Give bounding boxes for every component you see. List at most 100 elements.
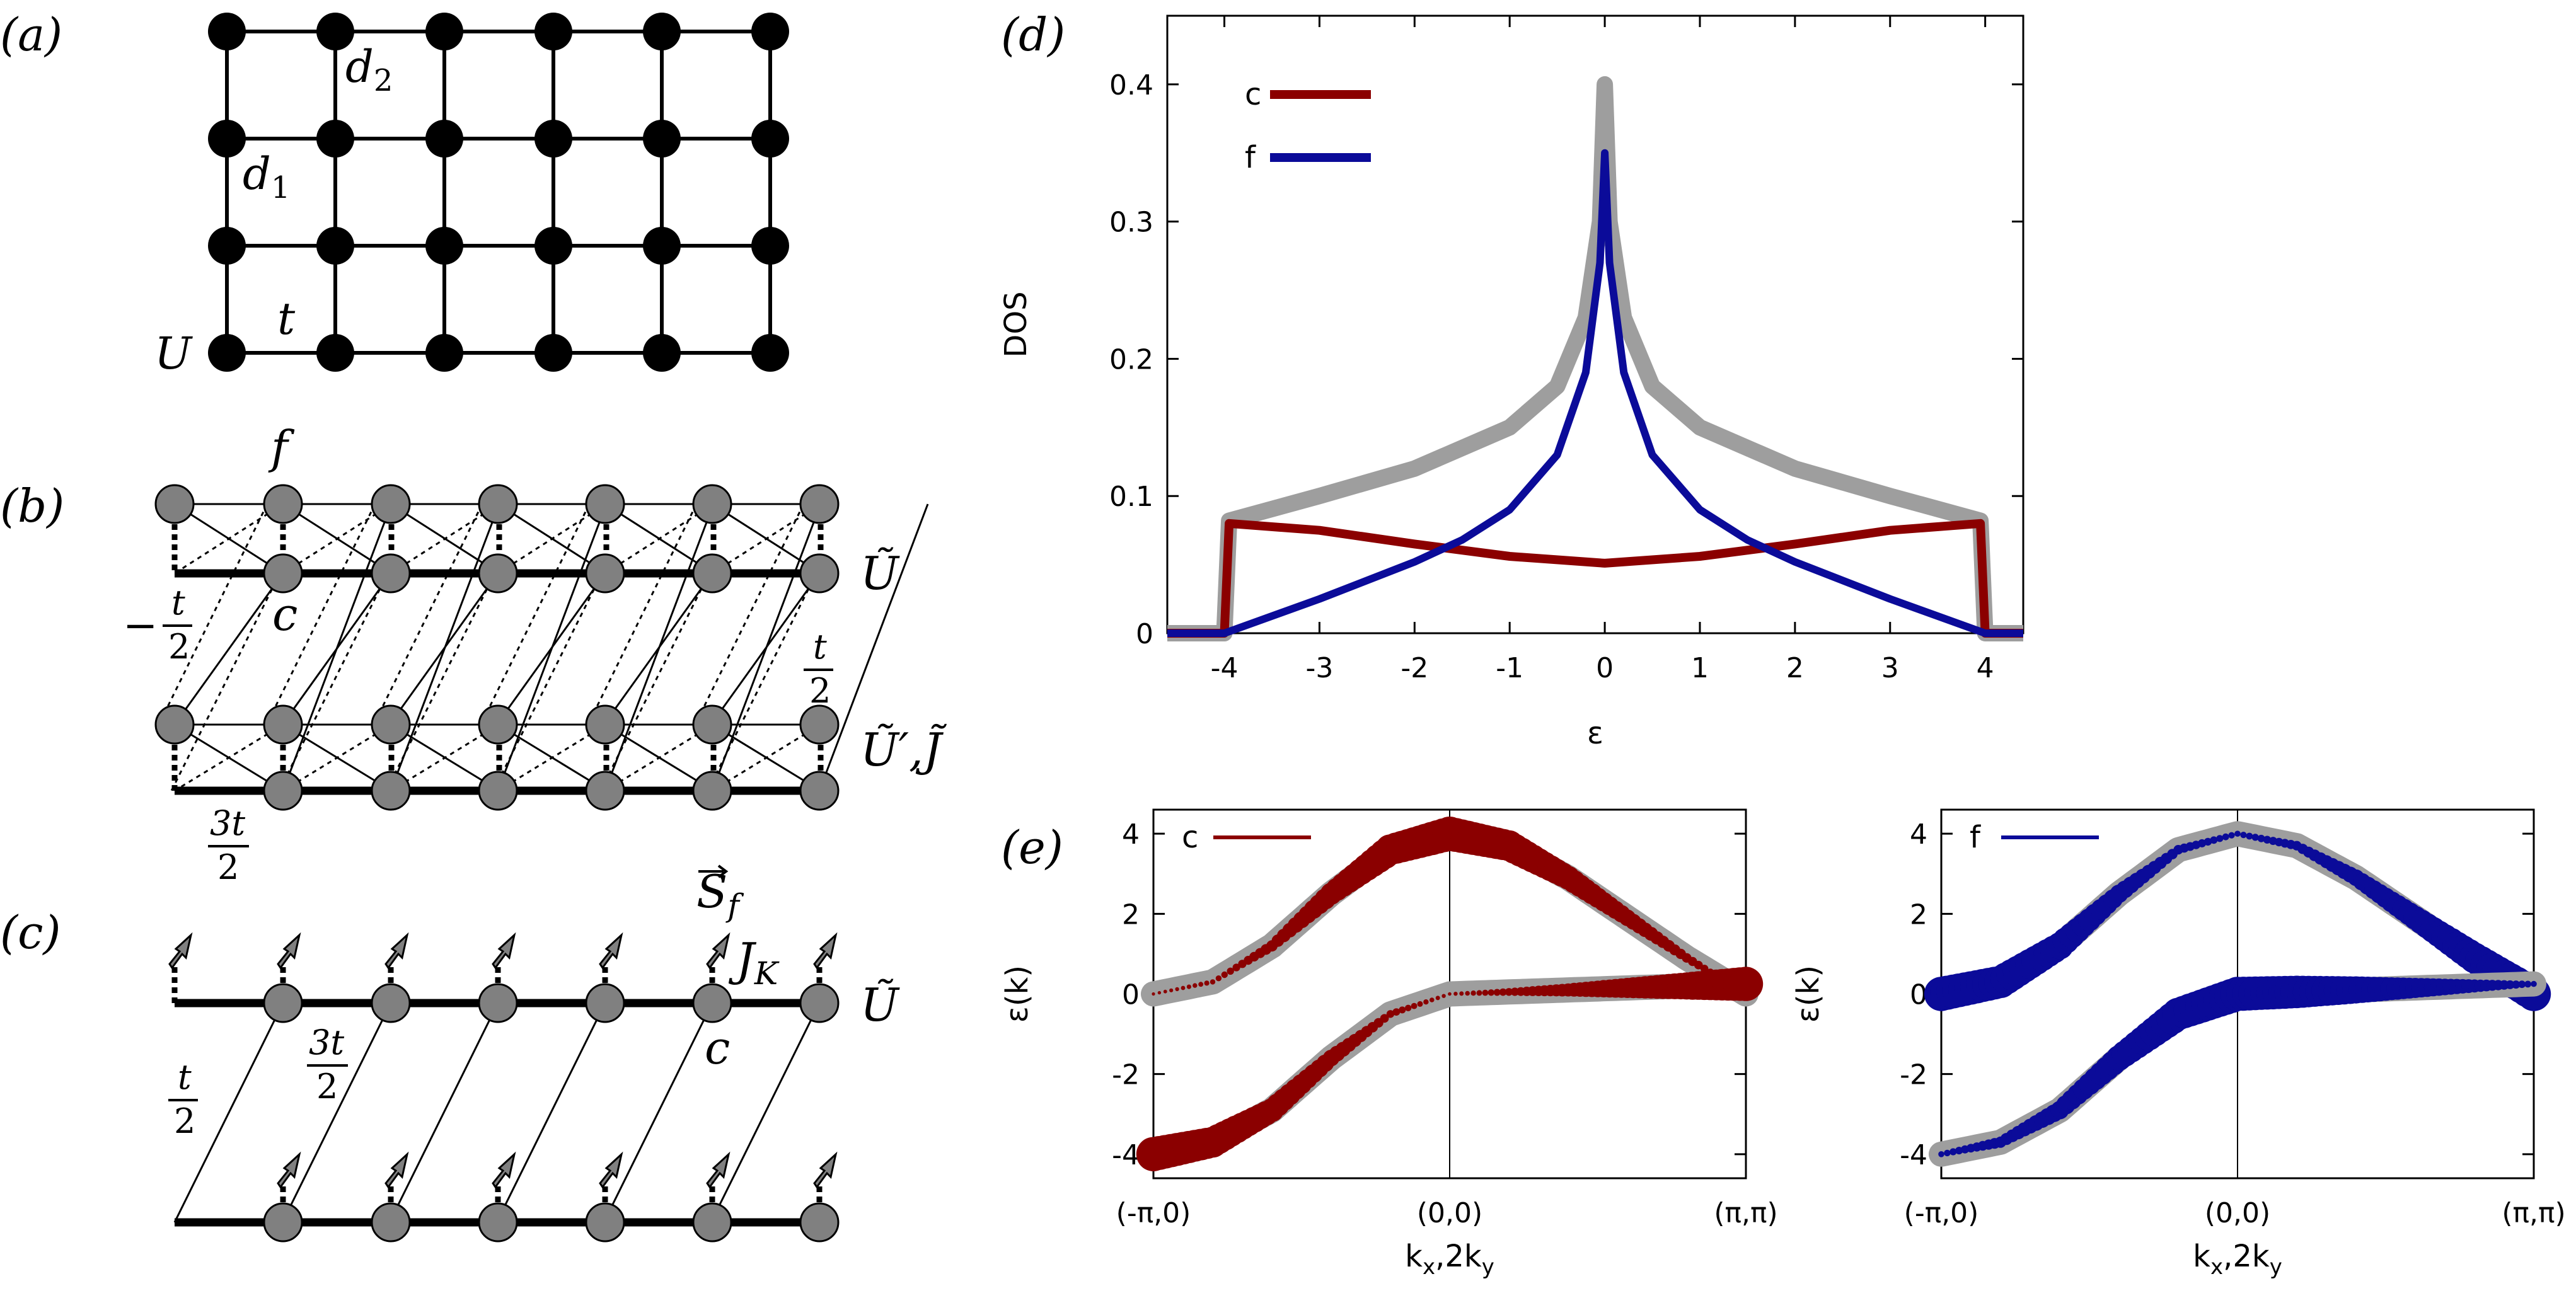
hybridization-bond <box>282 503 392 575</box>
legend-label: f <box>1245 140 1256 175</box>
band-weight-point <box>1938 1151 1944 1157</box>
c-site <box>371 771 411 811</box>
y-tick-label: -2 <box>1112 1059 1140 1091</box>
panel-a-label: (a) <box>0 8 62 61</box>
lattice-site <box>425 13 463 50</box>
x-tick-label: -1 <box>1496 652 1523 684</box>
band-weight-point <box>1227 967 1234 975</box>
band-weight-point <box>2512 980 2521 989</box>
lattice-site <box>316 13 354 50</box>
svg-text:2: 2 <box>809 671 831 711</box>
spin-arrow-icon <box>492 1151 516 1189</box>
band-weight-point <box>2524 980 2532 988</box>
f-site <box>154 484 195 524</box>
interlayer-bond <box>281 573 392 725</box>
c-site <box>263 983 303 1023</box>
lattice-site <box>643 13 681 50</box>
x-tick-label: 0 <box>1596 652 1614 684</box>
c-site <box>263 1202 303 1243</box>
lattice-site <box>316 120 354 158</box>
hybridization-bond <box>497 503 607 575</box>
c-site <box>799 983 840 1023</box>
band-weight-point <box>1465 990 1470 996</box>
lattice-site <box>643 227 681 265</box>
svg-text:−: − <box>123 601 158 650</box>
interchain-bond <box>173 1002 284 1223</box>
lattice-site <box>208 120 246 158</box>
y-tick-label: 0 <box>1136 618 1153 650</box>
band-weight-point <box>1448 992 1452 996</box>
JK-label: JK <box>728 933 780 992</box>
band-weight-point <box>1380 1014 1389 1023</box>
c-site <box>692 553 732 594</box>
x-tick-label: 3 <box>1881 652 1899 684</box>
x-tick-label: 4 <box>1977 652 1994 684</box>
band-weight-marks <box>1136 967 1764 1172</box>
spin-arrow-icon <box>599 1151 623 1189</box>
hybridization-bond <box>174 723 284 792</box>
hybridization-bond <box>390 723 500 792</box>
lattice-site <box>425 120 463 158</box>
c-site <box>478 771 518 811</box>
dos-series-line <box>1167 519 2023 638</box>
band-weight-point <box>1193 983 1198 988</box>
band-weight-point <box>1215 975 1222 982</box>
c-site <box>478 983 518 1023</box>
spin-arrow-icon <box>384 1151 409 1189</box>
lattice-site <box>534 120 572 158</box>
c-site <box>478 1202 518 1243</box>
d1-label: d1 <box>243 148 290 205</box>
lattice-site <box>534 13 572 50</box>
panel-c-label: (c) <box>0 906 61 959</box>
spin-arrow-icon <box>384 932 409 970</box>
f-site <box>692 484 732 524</box>
interlayer-bond <box>818 503 929 791</box>
c-site <box>799 771 840 811</box>
interchain-bond <box>603 1002 713 1223</box>
y-tick-label: -4 <box>1900 1139 1927 1171</box>
hybridization-bond <box>712 723 821 792</box>
band-weight-point <box>1694 960 1703 970</box>
dos-series-line <box>1167 149 2023 637</box>
x-tick-label: (-π,0) <box>1116 1197 1191 1229</box>
x-tick-label: -4 <box>1211 652 1239 684</box>
panel-d-dos-chart: (d) -4 -3 -2 -1 0 1 2 3 4 0 0.1 0.2 0.3 0.4 ε DOS cf <box>998 8 2024 751</box>
f-site <box>799 704 840 745</box>
f-site <box>692 704 732 745</box>
band-weight-point <box>1152 992 1155 996</box>
band-weight-point <box>1430 997 1435 1002</box>
band-weight-point <box>1482 989 1489 996</box>
interlayer-bond <box>173 573 284 725</box>
svg-text:3t: 3t <box>309 1023 344 1062</box>
x-tick-label: 1 <box>1691 652 1709 684</box>
interlayer-bond <box>495 573 606 725</box>
lattice-site <box>208 227 246 265</box>
y-tick-label: -2 <box>1900 1059 1927 1091</box>
x-tick-label: (π,π) <box>1714 1197 1777 1229</box>
band-weight-point <box>1944 1149 1951 1157</box>
c-site <box>799 553 840 594</box>
d2-label: d2 <box>345 41 393 98</box>
f-label: f <box>268 421 295 474</box>
svg-text:t: t <box>171 583 185 623</box>
y-tick-label: 4 <box>1122 818 1140 851</box>
c-site <box>585 1202 625 1243</box>
band-weight-point <box>1198 982 1204 987</box>
band-weight-point <box>1493 989 1501 996</box>
x-tick-label: -3 <box>1305 652 1333 684</box>
t-half-label-b: t 2 <box>804 627 833 711</box>
t-half-label-c: t 2 <box>168 1057 198 1141</box>
svg-text:2: 2 <box>316 1067 338 1106</box>
band-weight-point <box>1417 1001 1423 1007</box>
band-weight-point <box>1399 1006 1406 1014</box>
band-weight-point <box>1221 971 1228 979</box>
band-weight-point <box>2234 830 2241 837</box>
svg-text:2: 2 <box>217 847 239 887</box>
lattice-site <box>208 334 246 372</box>
band-weight-point <box>1423 999 1429 1005</box>
svg-text:t: t <box>178 1057 192 1097</box>
c-site <box>692 771 732 811</box>
band-weight-point <box>1435 996 1440 1001</box>
panel-e-bands-charts: (e) -4 -2 0 2 4 (-π,0) (0,0) (π,π) kx,2ky ε(k) c -… <box>1000 808 2566 1280</box>
band-weight-point <box>1470 990 1476 996</box>
